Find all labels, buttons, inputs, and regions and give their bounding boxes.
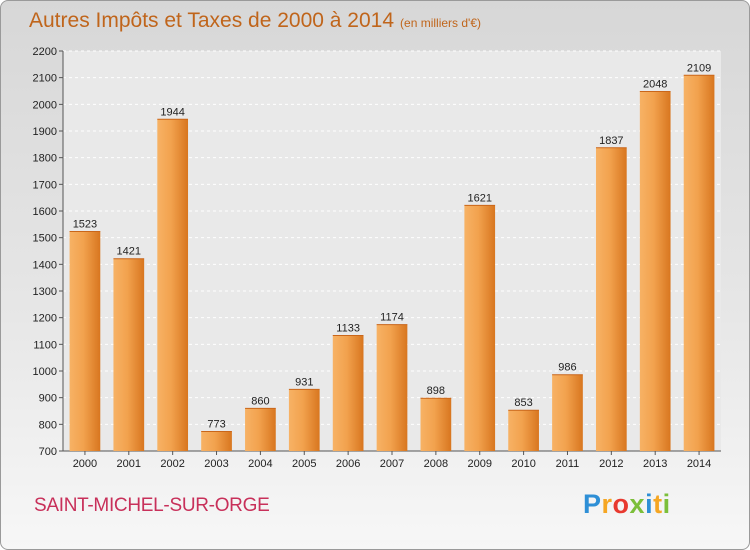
data-label: 1621 — [467, 192, 491, 204]
data-label: 2109 — [687, 62, 711, 74]
y-tick-label: 700 — [39, 446, 57, 458]
data-label: 1133 — [336, 323, 360, 335]
x-tick-label: 2002 — [160, 458, 184, 470]
location-name: SAINT-MICHEL-SUR-ORGE — [34, 495, 270, 516]
logo-letter: i — [645, 489, 654, 519]
bar — [420, 398, 452, 451]
bar — [464, 205, 496, 451]
proxiti-logo: Proxiti — [583, 489, 671, 520]
bar — [595, 147, 627, 452]
bar — [69, 231, 101, 451]
logo-letter: i — [662, 489, 671, 519]
data-label: 1523 — [73, 219, 97, 231]
data-label: 773 — [207, 419, 225, 431]
bar — [332, 335, 364, 451]
data-label: 2048 — [643, 79, 667, 91]
data-label: 898 — [427, 385, 445, 397]
logo-letter: o — [612, 489, 630, 519]
data-label: 853 — [514, 397, 532, 409]
x-tick-label: 2003 — [204, 458, 228, 470]
bar — [683, 75, 715, 452]
y-tick-label: 1900 — [33, 126, 57, 138]
logo-letter: r — [601, 489, 613, 519]
y-tick-label: 2200 — [33, 46, 57, 58]
x-tick-label: 2008 — [424, 458, 448, 470]
bar — [157, 119, 189, 452]
x-tick-label: 2006 — [336, 458, 360, 470]
bar — [552, 374, 583, 451]
x-tick-label: 2012 — [599, 458, 623, 470]
y-tick-label: 1700 — [33, 179, 57, 191]
bar — [639, 91, 671, 452]
bar — [201, 431, 232, 451]
x-tick-label: 2013 — [643, 458, 667, 470]
title-text: Autres Impôts et Taxes de 2000 à 2014 — [29, 9, 395, 32]
data-label: 1174 — [380, 312, 404, 324]
y-tick-label: 1500 — [33, 233, 57, 245]
bar — [508, 410, 539, 451]
y-tick-label: 900 — [39, 393, 57, 405]
bar — [245, 408, 276, 451]
x-tick-label: 2005 — [292, 458, 316, 470]
x-tick-label: 2000 — [73, 458, 97, 470]
y-tick-label: 1600 — [33, 206, 57, 218]
y-tick-label: 1300 — [33, 286, 57, 298]
x-tick-label: 2004 — [248, 458, 272, 470]
data-label: 1944 — [160, 106, 184, 118]
data-label: 931 — [295, 376, 313, 388]
logo-letter: P — [583, 489, 602, 519]
y-tick-label: 1000 — [33, 366, 57, 378]
data-label: 1837 — [599, 135, 623, 147]
y-tick-label: 1100 — [33, 339, 57, 351]
y-tick-label: 1400 — [33, 259, 57, 271]
logo-letter: t — [653, 489, 663, 519]
y-tick-label: 2100 — [33, 73, 57, 85]
x-tick-label: 2009 — [467, 458, 491, 470]
y-tick-label: 800 — [39, 419, 57, 431]
x-tick-label: 2001 — [117, 458, 141, 470]
data-label: 1421 — [117, 246, 141, 258]
data-label: 986 — [558, 362, 576, 374]
x-tick-label: 2010 — [511, 458, 535, 470]
data-label: 860 — [251, 395, 269, 407]
bar — [376, 324, 408, 451]
x-tick-label: 2014 — [687, 458, 711, 470]
bar — [113, 258, 145, 451]
title-unit: (en milliers d'€) — [400, 16, 482, 30]
y-tick-label: 1200 — [33, 313, 57, 325]
logo-letter: x — [629, 489, 646, 519]
x-tick-label: 2011 — [556, 458, 580, 470]
y-tick-label: 2000 — [33, 99, 57, 111]
y-tick-label: 1800 — [33, 153, 57, 165]
chart-title: Autres Impôts et Taxes de 2000 à 2014 (en… — [29, 9, 481, 33]
bar — [288, 389, 320, 451]
x-tick-label: 2007 — [380, 458, 404, 470]
